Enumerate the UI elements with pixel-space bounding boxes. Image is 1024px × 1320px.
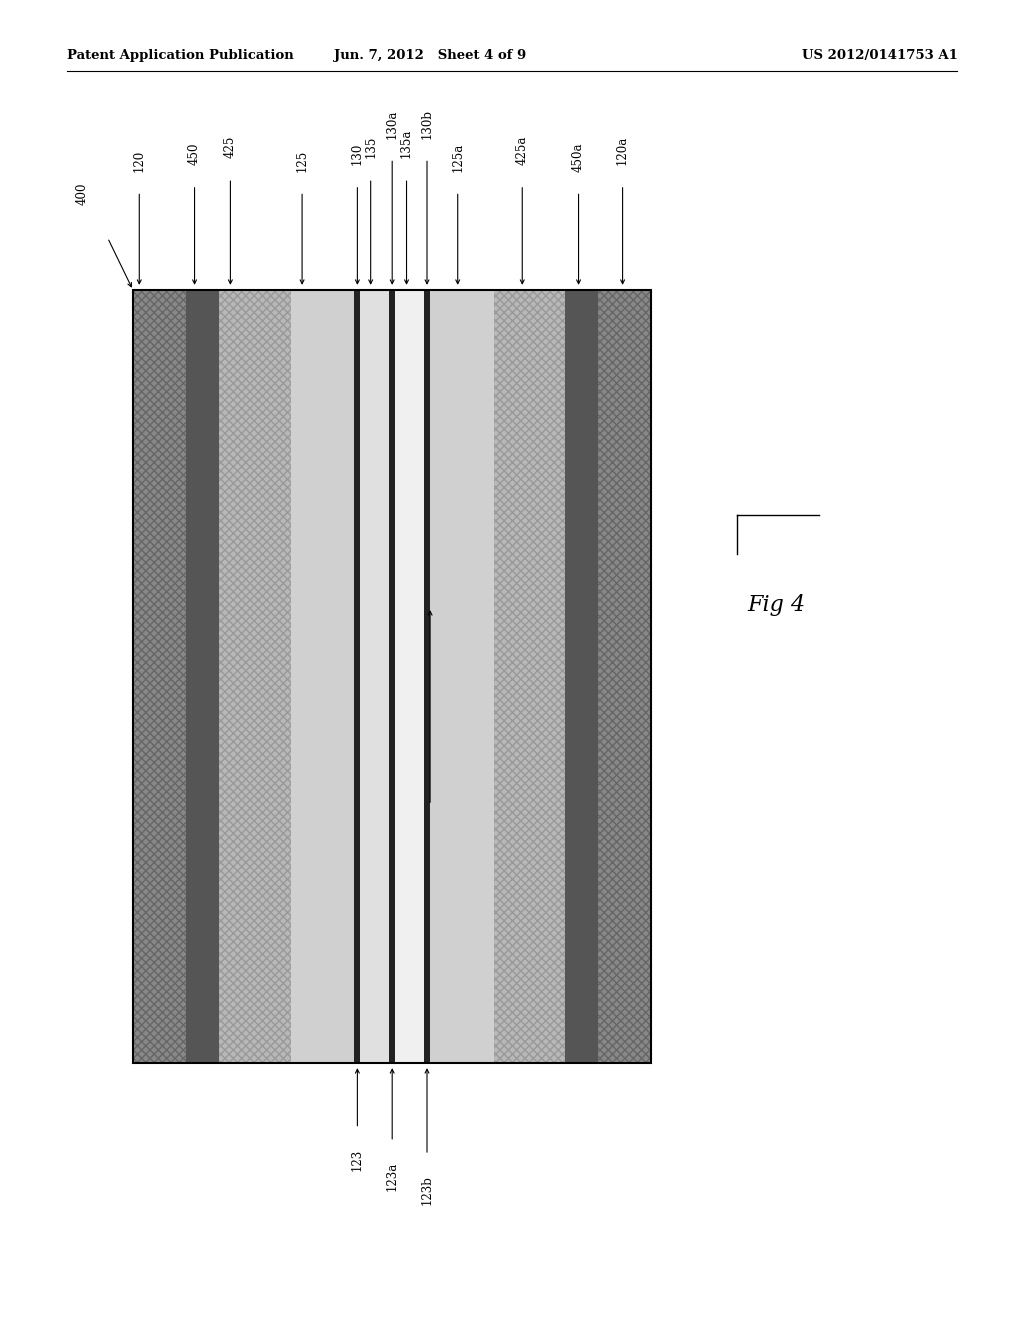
Text: 130: 130 <box>351 143 364 165</box>
Bar <box>389 290 395 1063</box>
Bar <box>494 290 565 1063</box>
Bar <box>395 290 424 1063</box>
Text: 120: 120 <box>133 149 145 172</box>
Bar <box>219 290 291 1063</box>
Text: 123: 123 <box>351 1148 364 1171</box>
Text: 130b: 130b <box>421 108 433 139</box>
Text: Jun. 7, 2012   Sheet 4 of 9: Jun. 7, 2012 Sheet 4 of 9 <box>334 49 526 62</box>
Bar <box>133 290 186 1063</box>
Text: Fig 4: Fig 4 <box>748 594 806 616</box>
Text: 120a: 120a <box>616 136 629 165</box>
Bar <box>360 290 389 1063</box>
Bar <box>598 290 651 1063</box>
Bar <box>424 290 430 1063</box>
Bar <box>133 290 651 1063</box>
Text: 400: 400 <box>76 182 88 205</box>
Text: US 2012/0141753 A1: US 2012/0141753 A1 <box>802 49 957 62</box>
Text: 123a: 123a <box>386 1162 398 1191</box>
Bar <box>598 290 651 1063</box>
Text: 425a: 425a <box>516 136 528 165</box>
Bar <box>133 290 186 1063</box>
Bar <box>430 290 494 1063</box>
Text: 450a: 450a <box>572 143 585 172</box>
Text: 125: 125 <box>296 149 308 172</box>
Text: 125a: 125a <box>452 143 464 172</box>
Text: Patent Application Publication: Patent Application Publication <box>67 49 293 62</box>
Bar <box>219 290 291 1063</box>
Text: 123b: 123b <box>421 1175 433 1205</box>
Text: 450: 450 <box>188 143 201 165</box>
Text: 130a: 130a <box>386 110 398 139</box>
Bar <box>354 290 360 1063</box>
Text: 135a: 135a <box>400 129 413 158</box>
Bar <box>291 290 354 1063</box>
Text: 425: 425 <box>224 136 237 158</box>
Text: 135: 135 <box>365 136 377 158</box>
Bar <box>186 290 219 1063</box>
Bar <box>565 290 598 1063</box>
Bar <box>494 290 565 1063</box>
